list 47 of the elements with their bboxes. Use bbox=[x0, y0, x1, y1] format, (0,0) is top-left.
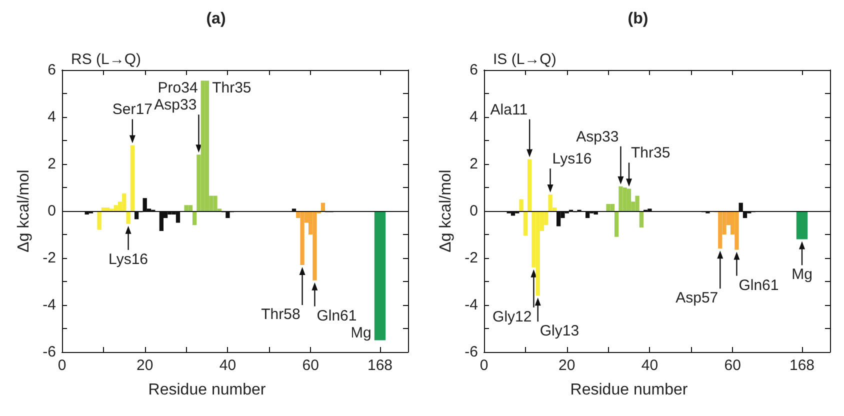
annotation: Mg bbox=[792, 266, 812, 284]
y-tick-label: -6 bbox=[42, 344, 56, 360]
y-tick-label: 0 bbox=[48, 202, 56, 220]
annotation: Thr35 bbox=[631, 144, 670, 162]
annotation: Gly12 bbox=[492, 308, 532, 326]
y-tick-label: 4 bbox=[470, 108, 478, 126]
x-tick-label: 40 bbox=[219, 357, 236, 374]
chart-title: (a) bbox=[206, 10, 226, 28]
x-tick-label: 60 bbox=[302, 357, 319, 374]
y-tick-label: -4 bbox=[42, 296, 56, 314]
annotation: Mg bbox=[350, 324, 372, 342]
y-tick-label: -6 bbox=[464, 344, 478, 360]
annotation: Ser17 bbox=[112, 101, 152, 118]
annotation: Asp57 bbox=[676, 290, 718, 307]
annotation: Thr58 bbox=[261, 306, 300, 324]
x-tick-label: 20 bbox=[558, 357, 576, 374]
y-tick-label: 2 bbox=[48, 156, 56, 172]
x-tick-label: 60 bbox=[724, 357, 741, 374]
annotation: Gln61 bbox=[738, 276, 779, 294]
y-tick-label: -2 bbox=[464, 250, 478, 266]
annotation: Pro34 bbox=[158, 80, 198, 97]
y-tick-label: 6 bbox=[48, 62, 56, 78]
y-tick-label: 6 bbox=[470, 62, 478, 78]
annotation: Asp33 bbox=[154, 96, 197, 114]
x-tick-label: 168 bbox=[789, 357, 815, 374]
y-tick-label: -4 bbox=[464, 296, 478, 314]
x-axis-title: Residue number bbox=[148, 382, 266, 398]
annotation: Asp33 bbox=[576, 128, 619, 146]
y-tick-label: 0 bbox=[470, 202, 478, 220]
annotation: Lys16 bbox=[108, 250, 148, 268]
chart-subtitle: IS (L→Q) bbox=[493, 51, 556, 68]
x-tick-label: 40 bbox=[641, 357, 658, 374]
annotation: Ala11 bbox=[490, 101, 528, 118]
annotation: Gln61 bbox=[316, 307, 357, 324]
x-tick-label: 168 bbox=[367, 357, 393, 374]
annotation: Gly13 bbox=[540, 322, 580, 340]
y-axis-title: Δg kcal/mol bbox=[437, 170, 454, 252]
x-axis-title: Residue number bbox=[570, 382, 688, 398]
y-axis-title: Δg kcal/mol bbox=[15, 170, 32, 252]
chart-subtitle: RS (L→Q) bbox=[71, 51, 142, 68]
y-tick-label: 2 bbox=[470, 156, 478, 172]
y-tick-label: -2 bbox=[42, 250, 56, 266]
chart-title: (b) bbox=[628, 10, 648, 28]
y-tick-label: 4 bbox=[48, 108, 56, 126]
x-tick-label: 20 bbox=[136, 357, 154, 374]
annotation: Thr35 bbox=[212, 80, 252, 97]
annotation: Lys16 bbox=[552, 150, 592, 168]
